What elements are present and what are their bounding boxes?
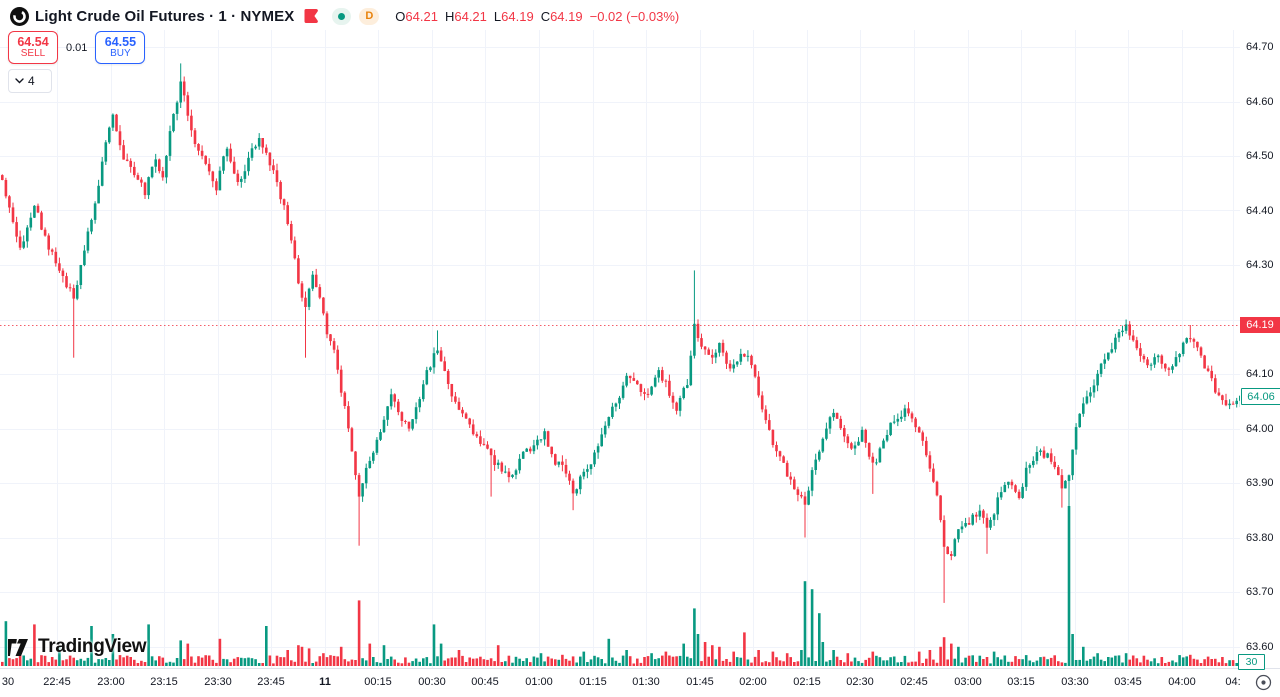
time-axis-label: 04:: [1225, 676, 1241, 688]
ohlc-open: O64.21: [395, 8, 438, 24]
last-price-label: 64.06: [1241, 388, 1280, 406]
time-axis-label: 04:00: [1168, 676, 1196, 688]
spread-value: 0.01: [66, 41, 88, 54]
time-axis-label: 03:45: [1114, 676, 1142, 688]
chevron-down-icon: [15, 78, 24, 84]
crude-oil-symbol-logo-icon: [10, 6, 29, 26]
legend-collapse-button[interactable]: 4: [8, 69, 52, 93]
time-axis-label: 11: [319, 676, 331, 688]
ohlc-readout: O64.21 H64.21 L64.19 C64.19 −0.02 (−0.03…: [395, 9, 679, 24]
candles: [1, 63, 1240, 603]
time-axis-label: 03:00: [954, 676, 982, 688]
ohlc-low: L64.19: [493, 8, 534, 24]
price-line-label: 64.19: [1240, 316, 1280, 333]
time-axis-label: 00:45: [471, 676, 499, 688]
buy-button[interactable]: 64.55 BUY: [95, 31, 146, 64]
tradingview-watermark: TradingView: [8, 636, 147, 658]
price-axis-label: 64.70: [1246, 41, 1274, 53]
time-axis-label: 23:00: [97, 676, 125, 688]
interval-badge[interactable]: D: [359, 7, 380, 25]
symbol-title[interactable]: Light Crude Oil Futures · 1 · NYMEX: [35, 7, 295, 25]
price-axis-label: 64.40: [1246, 204, 1274, 217]
time-axis-label: 01:30: [632, 676, 660, 688]
time-axis[interactable]: 30 22:45 23:00 23:15 23:30 23:45 11 00:15 00:30 0…: [0, 668, 1280, 697]
flag-icon[interactable]: [304, 8, 320, 24]
time-axis-label: 02:00: [739, 676, 767, 688]
price-axis-label: 64.30: [1246, 259, 1274, 271]
legend-count: 4: [28, 74, 35, 88]
last-volume-label: 30: [1238, 654, 1265, 670]
time-axis-label: 03:30: [1061, 676, 1089, 688]
volume-bars: [1, 506, 1240, 666]
buy-price: 64.55: [104, 34, 137, 49]
price-axis-label: 63.70: [1246, 586, 1274, 598]
time-axis-label: 23:15: [150, 676, 178, 688]
time-axis-label: 00:30: [418, 676, 446, 688]
sell-label: SELL: [20, 47, 46, 59]
symbol-header: Light Crude Oil Futures · 1 · NYMEX D O6…: [10, 5, 679, 27]
time-axis-label: 02:15: [793, 676, 821, 688]
ohlc-change: −0.02 (−0.03%): [589, 8, 680, 24]
time-axis-label: 02:45: [900, 676, 928, 688]
tradingview-logo-text: TradingView: [38, 636, 147, 657]
buy-label: BUY: [110, 47, 131, 59]
price-axis-label: 63.60: [1246, 640, 1274, 653]
time-axis-label: 30: [1, 676, 15, 688]
market-status-pill[interactable]: [332, 7, 352, 25]
time-axis-label: 02:30: [846, 676, 874, 688]
ohlc-close: C64.19: [540, 8, 583, 24]
tradingview-logo-icon: [8, 639, 28, 656]
price-axis-label: 64.60: [1246, 95, 1274, 108]
time-axis-label: 23:45: [257, 676, 285, 688]
price-axis-label: 64.00: [1246, 422, 1274, 435]
price-axis-label: 63.90: [1246, 477, 1274, 489]
price-axis-label: 63.80: [1246, 531, 1274, 544]
trade-panel: 64.54 SELL 0.01 64.55 BUY: [8, 31, 146, 64]
market-open-dot-icon: [338, 12, 346, 20]
sell-price: 64.54: [17, 34, 49, 49]
time-axis-label: 01:00: [525, 676, 553, 688]
time-axis-label: 23:30: [204, 676, 232, 688]
timezone-clock-icon[interactable]: [1255, 674, 1272, 691]
price-axis[interactable]: 64.70 64.60 64.50 64.40 64.30 64.10 64.00 63.90…: [1240, 0, 1280, 668]
time-axis-label: 01:45: [686, 676, 714, 688]
time-axis-label: 22:45: [43, 676, 71, 688]
ohlc-high: H64.21: [444, 8, 487, 24]
time-axis-label: 03:15: [1007, 676, 1035, 688]
grid-lines: [0, 30, 1240, 668]
time-axis-label: 01:15: [579, 676, 607, 688]
price-axis-label: 64.50: [1246, 150, 1274, 162]
time-axis-label: 00:15: [364, 676, 392, 688]
price-axis-label: 64.10: [1246, 368, 1274, 380]
sell-button[interactable]: 64.54 SELL: [8, 31, 58, 64]
